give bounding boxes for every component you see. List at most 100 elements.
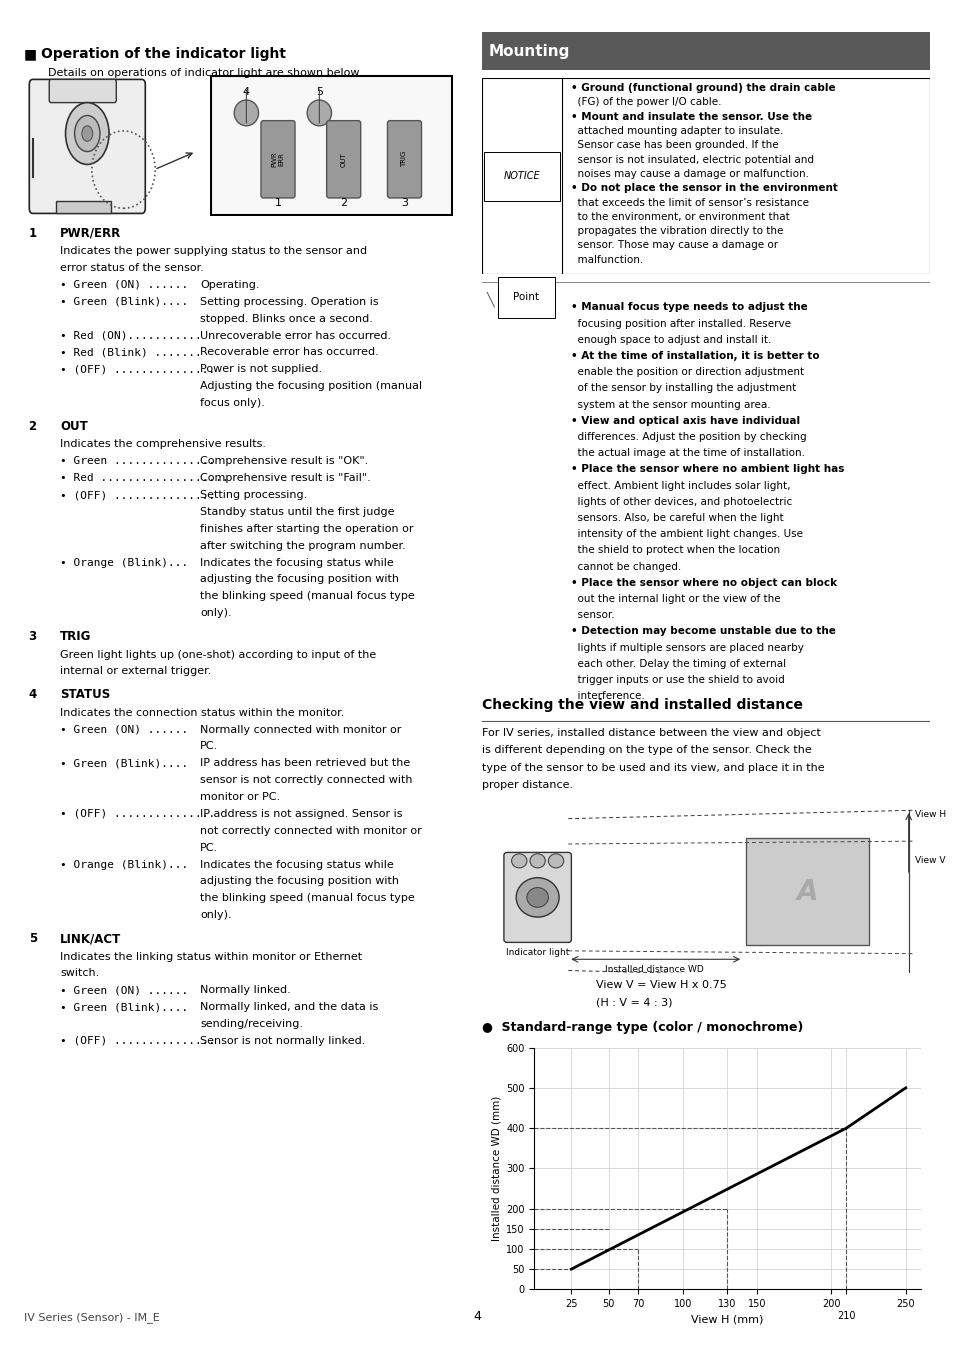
FancyBboxPatch shape	[503, 852, 571, 942]
Text: • Green (ON) ......: • Green (ON) ......	[60, 279, 188, 290]
Text: Operation of the indicator light: Operation of the indicator light	[41, 47, 286, 61]
Text: attached mounting adapter to insulate.: attached mounting adapter to insulate.	[571, 126, 783, 136]
Text: Power is not supplied.: Power is not supplied.	[200, 364, 322, 374]
Text: adjusting the focusing position with: adjusting the focusing position with	[200, 876, 399, 887]
Text: Indicates the comprehensive results.: Indicates the comprehensive results.	[60, 439, 266, 450]
FancyBboxPatch shape	[211, 76, 452, 215]
Text: enable the position or direction adjustment: enable the position or direction adjustm…	[571, 367, 803, 377]
Text: 2: 2	[29, 420, 37, 433]
Text: • Detection may become unstable due to the: • Detection may become unstable due to t…	[571, 626, 836, 636]
Text: switch.: switch.	[60, 968, 99, 979]
Circle shape	[66, 103, 109, 165]
Text: system at the sensor mounting area.: system at the sensor mounting area.	[571, 400, 770, 409]
Text: • Red (Blink) .......: • Red (Blink) .......	[60, 347, 202, 358]
Text: 5: 5	[315, 88, 322, 97]
Text: 3: 3	[400, 198, 408, 208]
Text: not correctly connected with monitor or: not correctly connected with monitor or	[200, 826, 421, 836]
Circle shape	[307, 100, 332, 126]
Text: View V: View V	[914, 856, 944, 865]
Text: • Place the sensor where no ambient light has: • Place the sensor where no ambient ligh…	[571, 464, 844, 474]
Text: lights if multiple sensors are placed nearby: lights if multiple sensors are placed ne…	[571, 643, 803, 652]
Text: 2: 2	[340, 198, 347, 208]
Text: Recoverable error has occurred.: Recoverable error has occurred.	[200, 347, 378, 358]
Text: that exceeds the limit of sensor’s resistance: that exceeds the limit of sensor’s resis…	[571, 197, 808, 208]
Text: • Orange (Blink)...: • Orange (Blink)...	[60, 558, 188, 567]
Text: sensor. Those may cause a damage or: sensor. Those may cause a damage or	[571, 240, 778, 250]
Text: Indicator light: Indicator light	[505, 948, 569, 957]
Text: Unrecoverable error has occurred.: Unrecoverable error has occurred.	[200, 331, 391, 340]
FancyBboxPatch shape	[50, 80, 116, 103]
Text: focusing position after installed. Reserve: focusing position after installed. Reser…	[571, 319, 791, 328]
Text: IP address has been retrieved but the: IP address has been retrieved but the	[200, 759, 410, 768]
Text: 1: 1	[29, 227, 37, 240]
Text: • Green (ON) ......: • Green (ON) ......	[60, 725, 188, 734]
Text: • (OFF) ...............: • (OFF) ...............	[60, 364, 215, 374]
Text: lights of other devices, and photoelectric: lights of other devices, and photoelectr…	[571, 497, 792, 506]
Text: Normally linked, and the data is: Normally linked, and the data is	[200, 1002, 378, 1012]
FancyBboxPatch shape	[481, 32, 929, 70]
Text: the actual image at the time of installation.: the actual image at the time of installa…	[571, 448, 804, 458]
FancyBboxPatch shape	[387, 120, 421, 198]
Text: A: A	[796, 878, 818, 906]
Text: only).: only).	[200, 608, 232, 618]
Text: Point: Point	[513, 293, 538, 302]
Text: Indicates the power supplying status to the sensor and: Indicates the power supplying status to …	[60, 246, 367, 256]
Text: the blinking speed (manual focus type: the blinking speed (manual focus type	[200, 591, 415, 601]
Text: 4: 4	[473, 1310, 480, 1323]
Text: only).: only).	[200, 910, 232, 921]
Text: stopped. Blinks once a second.: stopped. Blinks once a second.	[200, 313, 373, 324]
Text: 1: 1	[274, 198, 281, 208]
Text: View H: View H	[914, 810, 945, 819]
Text: • Red ...................: • Red ...................	[60, 472, 229, 483]
FancyBboxPatch shape	[30, 80, 145, 213]
Text: LINK/ACT: LINK/ACT	[60, 931, 121, 945]
Text: trigger inputs or use the shield to avoid: trigger inputs or use the shield to avoi…	[571, 675, 784, 684]
Text: out the internal light or the view of the: out the internal light or the view of th…	[571, 594, 781, 603]
Text: • At the time of installation, it is better to: • At the time of installation, it is bet…	[571, 351, 820, 360]
Text: (H : V = 4 : 3): (H : V = 4 : 3)	[596, 998, 672, 1007]
Text: focus only).: focus only).	[200, 398, 265, 408]
Text: OUT: OUT	[60, 420, 88, 433]
Text: the blinking speed (manual focus type: the blinking speed (manual focus type	[200, 894, 415, 903]
Text: IV Series (Sensor) - IM_E: IV Series (Sensor) - IM_E	[24, 1312, 159, 1323]
Circle shape	[530, 853, 545, 868]
Text: PC.: PC.	[200, 741, 218, 752]
Text: • Do not place the sensor in the environment: • Do not place the sensor in the environ…	[571, 184, 838, 193]
Text: the shield to protect when the location: the shield to protect when the location	[571, 545, 780, 555]
Text: • Place the sensor where no object can block: • Place the sensor where no object can b…	[571, 578, 837, 587]
FancyBboxPatch shape	[326, 120, 360, 198]
Text: Setting processing.: Setting processing.	[200, 490, 307, 500]
X-axis label: View H (mm): View H (mm)	[691, 1315, 762, 1324]
Text: IP address is not assigned. Sensor is: IP address is not assigned. Sensor is	[200, 809, 402, 819]
FancyBboxPatch shape	[261, 120, 294, 198]
Text: Adjusting the focusing position (manual: Adjusting the focusing position (manual	[200, 381, 422, 392]
Text: (FG) of the power I/O cable.: (FG) of the power I/O cable.	[571, 97, 721, 108]
Text: ●  Standard-range type (color / monochrome): ● Standard-range type (color / monochrom…	[481, 1021, 802, 1034]
Text: 4: 4	[243, 88, 250, 97]
Text: differences. Adjust the position by checking: differences. Adjust the position by chec…	[571, 432, 806, 441]
Circle shape	[548, 853, 563, 868]
Text: sensor is not correctly connected with: sensor is not correctly connected with	[200, 775, 413, 786]
Text: • (OFF) ...............: • (OFF) ...............	[60, 809, 215, 819]
Text: • (OFF) ...............: • (OFF) ...............	[60, 490, 215, 500]
Text: internal or external trigger.: internal or external trigger.	[60, 667, 212, 676]
Text: • (OFF) ...............: • (OFF) ...............	[60, 1035, 215, 1046]
Text: • Green (Blink)....: • Green (Blink)....	[60, 759, 188, 768]
Text: • Green ...............: • Green ...............	[60, 456, 215, 466]
Text: Indicates the linking status within monitor or Ethernet: Indicates the linking status within moni…	[60, 952, 362, 961]
Text: Mounting: Mounting	[488, 43, 569, 59]
Text: Installed distance WD: Installed distance WD	[604, 965, 702, 973]
Text: PC.: PC.	[200, 842, 218, 853]
Text: STATUS: STATUS	[60, 688, 111, 702]
Text: OUT: OUT	[340, 153, 346, 166]
Text: 5: 5	[29, 931, 37, 945]
Text: propagates the vibration directly to the: propagates the vibration directly to the	[571, 225, 783, 236]
Text: 4: 4	[29, 688, 37, 702]
Text: Normally linked.: Normally linked.	[200, 986, 291, 995]
Text: adjusting the focusing position with: adjusting the focusing position with	[200, 574, 399, 585]
Text: • View and optical axis have individual: • View and optical axis have individual	[571, 416, 800, 425]
Text: sensors. Also, be careful when the light: sensors. Also, be careful when the light	[571, 513, 783, 522]
Text: NOTICE: NOTICE	[503, 171, 539, 181]
Text: Indicates the focusing status while: Indicates the focusing status while	[200, 558, 394, 567]
Text: Operating.: Operating.	[200, 279, 259, 290]
